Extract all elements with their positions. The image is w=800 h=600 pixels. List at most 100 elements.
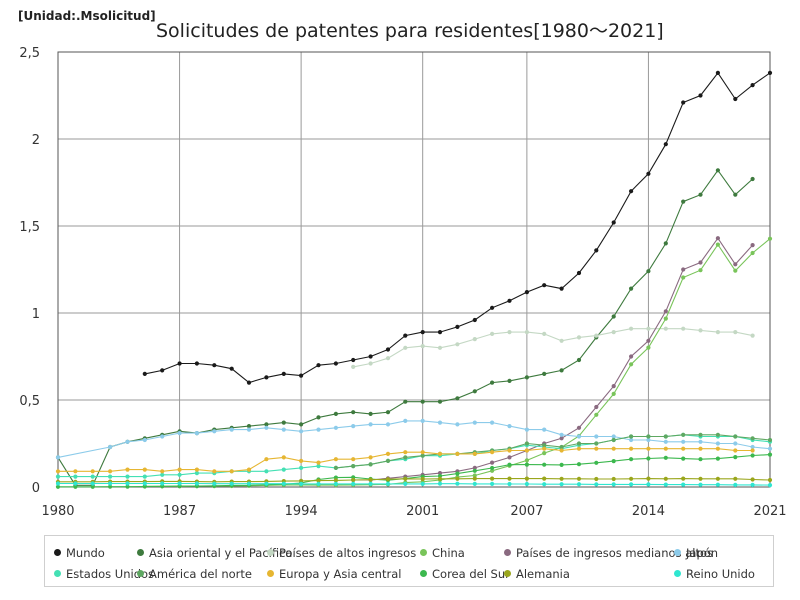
y-tick-label: 0 <box>32 481 40 496</box>
series-11-point <box>542 482 547 487</box>
series-4-point <box>733 262 738 267</box>
series-6-point <box>316 464 321 469</box>
series-8-point <box>351 457 356 462</box>
series-5-point <box>681 439 686 444</box>
series-5-point <box>142 437 147 443</box>
legend-marker <box>420 570 427 577</box>
legend-item[interactable]: América del norte <box>137 563 267 584</box>
series-9-point <box>767 452 773 457</box>
series-0-point <box>715 70 721 75</box>
series-5-point <box>715 441 721 446</box>
series-1-point <box>646 269 651 274</box>
series-7-point <box>733 434 738 439</box>
series-11-point <box>733 482 738 487</box>
series-0-point <box>299 373 304 378</box>
series-8-point <box>472 451 477 456</box>
legend-item[interactable]: Países de ingresos medianos altos <box>504 542 713 563</box>
series-8-point <box>542 446 547 451</box>
legend-item[interactable]: China <box>420 542 504 563</box>
legend-item[interactable]: Europa y Asia central <box>267 563 420 584</box>
legend-item[interactable]: Países de altos ingresos <box>267 542 420 563</box>
series-8-point <box>455 451 460 456</box>
series-10-point <box>472 476 477 481</box>
series-8-point <box>524 448 530 453</box>
series-1-point <box>472 389 477 394</box>
series-9-point <box>524 462 530 467</box>
series-8-point <box>490 450 495 455</box>
series-11-point <box>73 481 78 486</box>
series-11-point <box>576 482 582 487</box>
series-2-point <box>681 326 686 331</box>
series-2-point <box>646 326 651 331</box>
series-4-point <box>698 260 703 265</box>
legend-marker <box>54 570 61 577</box>
series-4-point <box>611 384 616 389</box>
legend-label: Corea del Sur <box>432 566 510 581</box>
series-8-point <box>368 455 373 460</box>
series-5-point <box>733 441 738 446</box>
series-11-point <box>750 482 755 487</box>
series-3-point <box>611 391 616 396</box>
series-5-point <box>194 431 199 436</box>
series-1-point <box>542 371 547 376</box>
series-4-point <box>507 455 512 460</box>
legend-item[interactable]: Corea del Sur <box>420 563 510 584</box>
series-9-point <box>490 465 495 471</box>
series-11-point <box>698 482 703 487</box>
legend-label: Europa y Asia central <box>279 566 402 581</box>
series-5-point <box>611 434 616 439</box>
series-1-point <box>264 422 269 427</box>
legend-item[interactable]: Reino Unido <box>674 563 755 584</box>
series-5-point <box>212 429 217 434</box>
series-0-point <box>212 363 217 368</box>
series-0-point <box>351 357 356 363</box>
series-0-point <box>767 70 773 75</box>
series-11-point <box>385 481 391 486</box>
series-8-point <box>316 460 321 465</box>
series-9-line <box>58 454 771 488</box>
series-0-point <box>611 220 616 225</box>
series-5-point <box>281 427 286 432</box>
series-11-point <box>108 481 113 486</box>
legend-marker <box>504 570 511 577</box>
grid <box>58 52 770 487</box>
series-2-point <box>472 337 477 342</box>
series-5-point <box>455 422 460 427</box>
y-tick-label: 2,5 <box>19 46 40 61</box>
series-6-point <box>125 474 130 479</box>
series-5-point <box>437 420 443 425</box>
series-0 <box>142 70 773 385</box>
series-6-point <box>108 474 113 479</box>
series-8-point <box>212 469 217 474</box>
legend-item[interactable]: Asia oriental y el Pacífico <box>137 542 292 563</box>
series-8-point <box>73 469 78 474</box>
series-2-point <box>629 326 634 331</box>
series-8 <box>55 446 755 474</box>
series-9-point <box>733 455 738 460</box>
series-0-point <box>542 283 547 288</box>
legend-label: China <box>432 545 465 560</box>
series-3-point <box>542 451 547 456</box>
series-1-point <box>576 357 582 363</box>
legend-item[interactable]: Japón <box>674 542 754 563</box>
legend-item[interactable]: Mundo <box>54 542 137 563</box>
series-7-line <box>335 434 771 469</box>
series-7-point <box>524 441 530 446</box>
legend-item[interactable]: Alemania <box>504 563 674 584</box>
y-tick-label: 0,5 <box>19 394 40 409</box>
series-1-point <box>333 411 338 416</box>
series-8-point <box>750 448 755 453</box>
series-11-point <box>264 481 269 486</box>
series-7-point <box>368 462 373 467</box>
series-8-point <box>507 448 512 453</box>
series-2-point <box>420 344 425 349</box>
series-5 <box>55 418 773 460</box>
series-3-point <box>629 362 634 367</box>
legend-item[interactable]: Estados Unidos <box>54 563 154 584</box>
legend-marker <box>674 570 681 577</box>
chart-title: Solicitudes de patentes para residentes[… <box>156 20 664 42</box>
series-8-point <box>611 446 616 451</box>
legend-marker <box>674 549 681 556</box>
series-2-point <box>490 331 495 336</box>
series-10-point <box>368 477 373 482</box>
